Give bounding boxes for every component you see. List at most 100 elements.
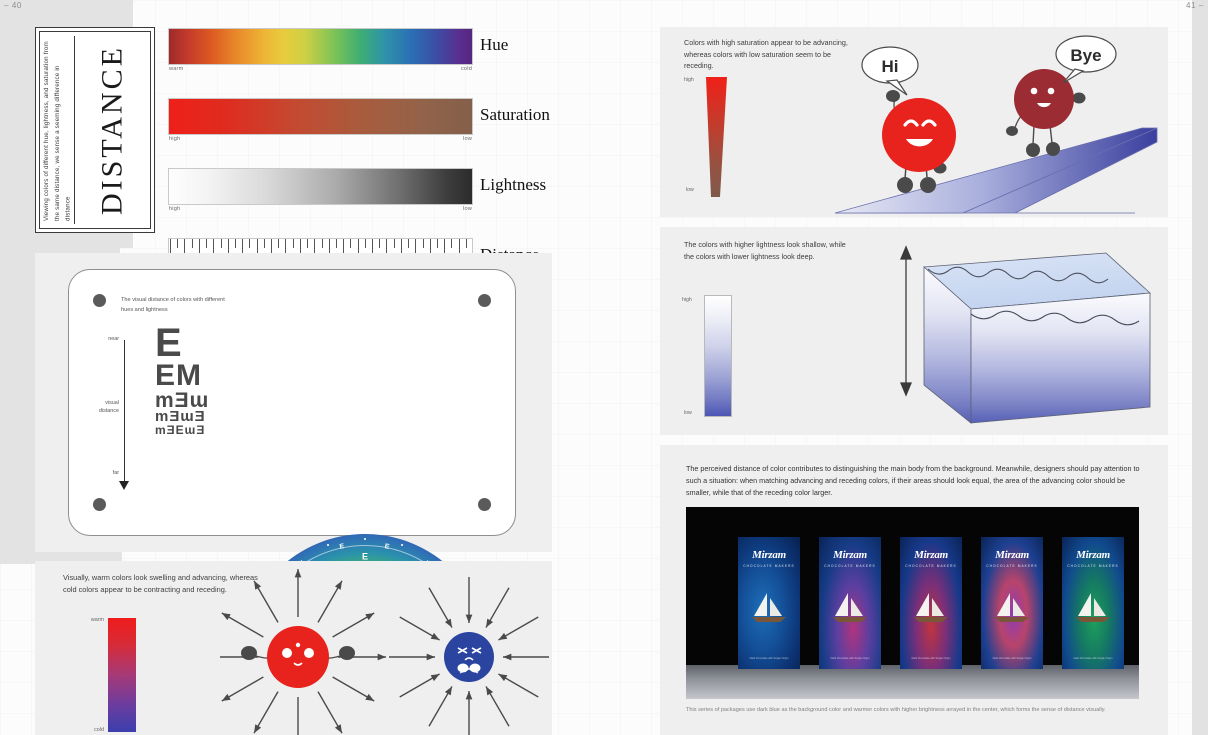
eye-chart-card: The visual distance of colors with diffe…	[68, 269, 516, 536]
scale-row-lightness: high low Lightness	[168, 168, 554, 217]
ruler-tick	[436, 239, 438, 248]
ruler-tick	[429, 239, 431, 256]
ruler-tick	[263, 239, 265, 248]
packaging-caption: This series of packages use dark blue as…	[686, 707, 1106, 713]
lightness-depth-panel: The colors with higher lightness look sh…	[660, 227, 1168, 435]
ruler-tick	[321, 239, 323, 248]
box-red: Mirzam CHOCOLATE MAKERS Dark Chocolate wit…	[900, 537, 962, 669]
ruler-tick	[343, 239, 345, 256]
snellen-row-1: E	[155, 321, 183, 365]
ruler-tick	[350, 239, 352, 248]
contraction-arrow	[498, 673, 539, 698]
lightness-label: Lightness	[480, 175, 547, 194]
snellen-row-3: mƎɯ	[155, 388, 210, 412]
ruler-tick	[242, 239, 244, 256]
dhow-sailboat-icon	[1076, 593, 1110, 623]
chapter-blurb: Viewing colors of different hue, lightne…	[43, 41, 72, 221]
ruler-tick	[177, 239, 179, 248]
screw-bottom-right-icon	[478, 498, 491, 511]
contraction-arrow	[428, 587, 453, 628]
ruler-tick	[278, 239, 280, 248]
ruler-tick	[328, 239, 330, 256]
near-ball-character: Hi	[861, 46, 956, 193]
dhow-sailboat-icon	[995, 593, 1029, 623]
contraction-arrow	[503, 653, 549, 661]
ruler-tick	[386, 239, 388, 256]
dhow-sailboat-icon	[752, 593, 786, 623]
svg-text:Hi: Hi	[882, 57, 899, 76]
expansion-arrow	[253, 691, 279, 734]
ruler-tick	[357, 239, 359, 256]
expansion-arrow	[317, 691, 343, 734]
lightness-bar-bottom-label: low	[684, 410, 692, 416]
expansion-arrow	[332, 676, 375, 702]
photo-floor	[686, 665, 1139, 699]
ruler-tick	[415, 239, 417, 256]
contraction-arrow	[428, 686, 453, 727]
ruler-tick	[458, 239, 460, 256]
ruler-tick	[292, 239, 294, 248]
warm-bar-bottom-label: cold	[94, 727, 104, 733]
packaging-body-text: The perceived distance of color contribu…	[686, 464, 1140, 498]
warm-bar-top-label: warm	[90, 617, 104, 623]
contraction-arrow	[399, 616, 440, 641]
rolling-balls-scene: Hi Bye	[835, 35, 1158, 214]
page-title: DISTANCE	[95, 45, 129, 215]
ruler-tick	[170, 239, 171, 256]
hue-gradient-bar	[168, 28, 473, 65]
contraction-arrow	[399, 673, 440, 698]
chapter-title-card: DISTANCE Viewing colors of different hue…	[35, 27, 155, 233]
wheel-optotype: E	[339, 543, 346, 552]
lightness-gradient-bar	[168, 168, 473, 205]
saturation-bar-bottom-label: low	[686, 187, 694, 193]
water-tank-diagram	[900, 245, 1151, 424]
saturation-low-label: high	[169, 136, 181, 142]
ruler-tick	[220, 239, 222, 248]
cold-face-icon	[444, 632, 494, 682]
brand-logo: Mirzam	[914, 549, 948, 561]
saturation-high-label: low	[463, 136, 472, 142]
hue-low-label: warm	[169, 66, 184, 72]
wheel-dot	[364, 538, 366, 540]
ruler-tick	[400, 239, 402, 256]
expansion-arrow	[317, 580, 343, 623]
snellen-chart: E EM mƎɯ mƎɯƎ mƎEɯƎ	[155, 321, 251, 436]
depth-arrow-icon	[900, 245, 912, 397]
ruler-tick	[444, 239, 446, 256]
ruler-tick	[206, 239, 208, 248]
brand-logo: Mirzam	[752, 549, 786, 561]
ruler-tick	[422, 239, 424, 248]
contraction-arrow	[485, 587, 510, 628]
brand-logo: Mirzam	[995, 549, 1029, 561]
ruler-tick	[184, 239, 186, 256]
saturation-gradient-bar	[168, 98, 473, 135]
wheel-optotype: E	[383, 543, 390, 551]
warm-cold-panel: Visually, warm colors look swelling and …	[35, 561, 552, 735]
brand-subtitle: CHOCOLATE MAKERS	[1067, 564, 1119, 568]
ruler-tick	[299, 239, 301, 256]
lightness-panel-note: The colors with higher lightness look sh…	[684, 240, 846, 261]
page-right-edge	[1192, 0, 1208, 735]
axis-arrow-icon	[119, 481, 129, 490]
ruler-tick	[379, 239, 381, 248]
brand-subtitle: CHOCOLATE MAKERS	[743, 564, 795, 568]
visual-distance-axis: near visual distance far	[97, 335, 141, 495]
lightness-low-label: high	[169, 206, 181, 212]
ruler-tick	[285, 239, 287, 256]
expansion-arrow	[221, 612, 264, 638]
box-footer-text: Dark Chocolate with Single Origin	[911, 657, 951, 661]
speech-bubble-hi: Hi	[861, 46, 919, 96]
brand-logo: Mirzam	[833, 549, 867, 561]
ruler-tick	[451, 239, 453, 248]
saturation-panel-note: Colors with high saturation appear to be…	[684, 38, 848, 71]
wheel-dot	[327, 543, 330, 546]
folio-right: 41 –	[1186, 1, 1204, 10]
expansion-arrow	[294, 569, 302, 617]
scale-row-hue: warm cold Hue	[168, 28, 554, 77]
ruler-tick	[198, 239, 200, 256]
eye-chart-note: The visual distance of colors with diffe…	[121, 297, 225, 313]
contraction-arrow	[465, 691, 473, 735]
expansion-contraction-diagram	[220, 569, 549, 735]
hue-high-label: cold	[460, 66, 472, 72]
ruler-tick	[314, 239, 316, 256]
